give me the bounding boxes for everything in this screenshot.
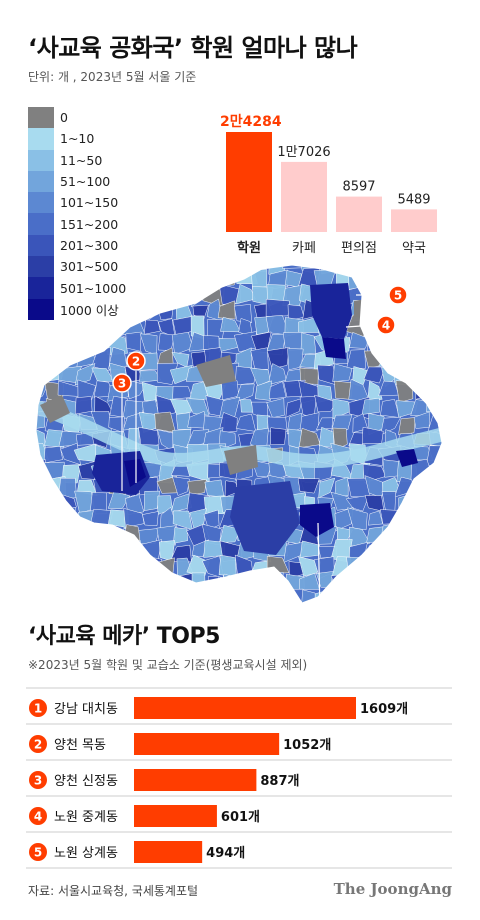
legend-label: 11~50 bbox=[60, 152, 103, 168]
legend-swatch bbox=[28, 256, 54, 278]
callout-line bbox=[345, 324, 377, 328]
rank-number: 5 bbox=[34, 846, 42, 860]
top5-title: ‘사교육 메카’ TOP5 bbox=[28, 624, 220, 649]
top5-bar bbox=[134, 697, 356, 719]
area-label: 양천 목동 bbox=[54, 738, 106, 753]
top5-value-label: 1609개 bbox=[360, 702, 408, 717]
callout-marker bbox=[388, 285, 408, 305]
top5-bar bbox=[134, 841, 203, 863]
rank-number: 3 bbox=[34, 774, 42, 788]
top5-value-label: 494개 bbox=[206, 846, 245, 861]
top5-bar bbox=[134, 805, 217, 827]
unit-subtitle: 단위: 개 , 2023년 5월 서울 기준 bbox=[28, 70, 197, 84]
legend-item: 1000 이상 bbox=[28, 298, 126, 320]
business-count-bar-chart: 2만4284 학원 1만7026 카페 8597 편의점 5489 약국 bbox=[220, 114, 437, 256]
top5-value-label: 1052개 bbox=[283, 738, 331, 753]
legend-label: 1000 이상 bbox=[60, 302, 119, 318]
area-label: 양천 신정동 bbox=[54, 774, 118, 789]
legend-label: 51~100 bbox=[60, 174, 111, 190]
map-districts bbox=[36, 265, 442, 603]
legend-item: 0 bbox=[28, 107, 126, 129]
map-legend: 0 1~10 11~50 51~100 101~150 151~200 201~300 301… bbox=[28, 107, 126, 320]
callout-number: 3 bbox=[118, 377, 126, 391]
bar-2 bbox=[281, 161, 327, 232]
rank-number: 2 bbox=[34, 738, 42, 752]
bar-category-label: 편의점 bbox=[341, 241, 377, 256]
legend-item: 11~50 bbox=[28, 149, 126, 171]
bar-category-label: 학원 bbox=[237, 240, 261, 256]
legend-swatch bbox=[28, 213, 54, 235]
page-title: ‘사교육 공화국’ 학원 얼마나 많나 bbox=[28, 34, 358, 62]
bar-category-label: 카페 bbox=[292, 241, 316, 256]
top5-value-label: 601개 bbox=[221, 810, 260, 825]
legend-item: 201~300 bbox=[28, 234, 126, 257]
bar-1 bbox=[226, 132, 272, 232]
area-label: 노원 상계동 bbox=[54, 846, 118, 861]
callout-number: 4 bbox=[382, 319, 390, 333]
callout-marker bbox=[126, 351, 146, 371]
legend-item: 151~200 bbox=[28, 213, 126, 235]
bar-value-label: 2만4284 bbox=[220, 114, 282, 130]
top5-bar bbox=[134, 733, 280, 755]
legend-label: 301~500 bbox=[60, 259, 119, 275]
rank-badge bbox=[29, 843, 47, 861]
callout-number: 5 bbox=[394, 289, 402, 303]
legend-swatch bbox=[28, 234, 54, 257]
legend-item: 101~150 bbox=[28, 192, 126, 214]
callout-number: 2 bbox=[132, 355, 140, 369]
legend-label: 1~10 bbox=[60, 131, 95, 147]
top5-note: ※2023년 5월 학원 및 교습소 기준(평생교육시설 제외) bbox=[28, 658, 308, 672]
top5-value-label: 887개 bbox=[260, 774, 299, 789]
rank-number: 1 bbox=[34, 702, 42, 716]
legend-item: 501~1000 bbox=[28, 277, 127, 299]
rank-badge bbox=[29, 699, 47, 717]
bar-value-label: 1만7026 bbox=[277, 145, 330, 160]
legend-swatch bbox=[28, 107, 54, 129]
top5-bar bbox=[134, 769, 257, 791]
legend-label: 101~150 bbox=[60, 195, 119, 211]
legend-label: 201~300 bbox=[60, 237, 119, 253]
bar-3 bbox=[336, 196, 382, 232]
legend-swatch bbox=[28, 128, 54, 150]
bar-4 bbox=[391, 209, 437, 232]
brand-logo: The JoongAng bbox=[333, 880, 452, 898]
legend-item: 51~100 bbox=[28, 170, 126, 193]
legend-swatch bbox=[28, 298, 54, 320]
callout-marker bbox=[112, 373, 132, 393]
legend-label: 501~1000 bbox=[60, 280, 127, 296]
legend-swatch bbox=[28, 192, 54, 214]
rank-badge bbox=[29, 807, 47, 825]
legend-label: 151~200 bbox=[60, 216, 119, 232]
rank-badge bbox=[29, 735, 47, 753]
seoul-choropleth-map: 54231 bbox=[35, 264, 443, 610]
source-note: 자료: 서울시교육청, 국세통계포털 bbox=[28, 884, 199, 898]
legend-item: 301~500 bbox=[28, 256, 126, 278]
callout-line bbox=[317, 522, 321, 610]
bar-value-label: 5489 bbox=[397, 192, 430, 207]
area-label: 노원 중계동 bbox=[54, 810, 118, 825]
legend-swatch bbox=[28, 149, 54, 171]
legend-label: 0 bbox=[60, 110, 68, 126]
rank-badge bbox=[29, 771, 47, 789]
bar-category-label: 약국 bbox=[402, 241, 426, 256]
rank-number: 4 bbox=[34, 810, 42, 824]
bar-value-label: 8597 bbox=[342, 180, 375, 195]
legend-item: 1~10 bbox=[28, 128, 126, 150]
top5-bar-chart: 1 강남 대치동 1609개 2 양천 목동 1052개 3 양천 신정동 887개 4 노원 중계… bbox=[26, 687, 452, 869]
legend-swatch bbox=[28, 170, 54, 193]
area-label: 강남 대치동 bbox=[54, 702, 118, 717]
legend-swatch bbox=[28, 277, 54, 299]
callout-marker bbox=[376, 315, 396, 335]
